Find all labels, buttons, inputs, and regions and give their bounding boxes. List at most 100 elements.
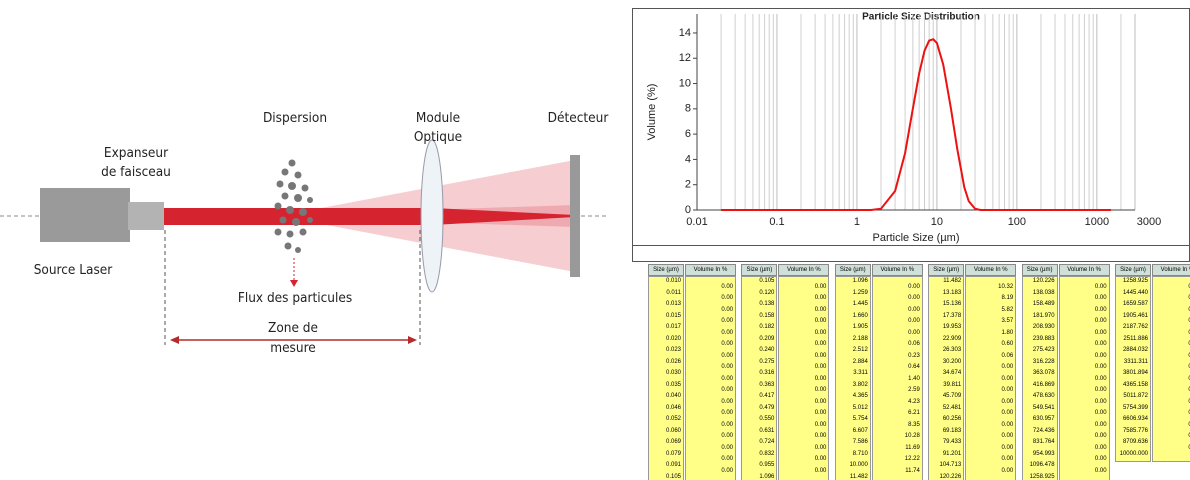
size-cell: 120.226: [1032, 278, 1055, 284]
volume-cell: 0.00: [721, 387, 733, 394]
volume-cell: 0.00: [1152, 293, 1190, 303]
volume-column-bg: [965, 276, 1017, 480]
y-tick-label: 4: [685, 153, 691, 165]
size-cell: 1.259: [852, 289, 868, 296]
volume-cell: 10.28: [904, 433, 920, 440]
size-column-bg: [928, 276, 965, 480]
size-cell: 0.550: [759, 416, 775, 422]
size-cell: 0.026: [665, 358, 681, 365]
volume-cell: 0.64: [908, 364, 920, 371]
volume-cell: 0.00: [721, 456, 733, 463]
size-cell: 5011.872: [1123, 393, 1148, 399]
table-header: Size (µm): [648, 264, 684, 276]
size-cell: 831.764: [1032, 439, 1055, 445]
size-column-bg: [1115, 276, 1151, 462]
volume-cell: 0.00: [1094, 421, 1107, 428]
size-cell: 2.884: [852, 358, 868, 365]
volume-cell: 11.74: [905, 467, 920, 474]
table-block: Size (µm) Volume In % 0.105 0.120 0.138 0.158…: [741, 264, 830, 480]
size-column-bg: [834, 276, 871, 480]
x-tick-label: 1: [854, 216, 860, 228]
x-tick-label: 0.1: [769, 216, 784, 228]
size-cell: 4365.158: [1122, 381, 1148, 388]
table-header: Volume In %: [871, 264, 923, 276]
y-tick-label: 2: [685, 179, 691, 191]
volume-cell: 0.00: [1152, 282, 1190, 292]
size-cell: 0.013: [665, 301, 681, 307]
volume-cell: 0.00: [1094, 352, 1107, 359]
volume-cell: 0.00: [1094, 341, 1107, 348]
size-cell: 1445.440: [1122, 289, 1148, 296]
volume-cell: 0.00: [1001, 398, 1014, 405]
size-cell: 5.012: [852, 404, 868, 411]
size-cell: 7.586: [852, 439, 868, 445]
volume-cell: 11.69: [905, 444, 920, 451]
chart-title: Particle Size Distribution: [862, 12, 980, 23]
volume-cell: 0.06: [1001, 352, 1014, 359]
volume-cell: 0.00: [908, 283, 920, 290]
volume-cell: 0.00: [721, 295, 733, 302]
y-tick-label: 14: [679, 27, 691, 39]
volume-cell: 0.00: [814, 433, 827, 440]
table-header: Volume In %: [1058, 264, 1110, 276]
size-cell: 478.630: [1032, 393, 1055, 399]
size-cell: 0.046: [665, 404, 681, 411]
size-cell: 0.010: [665, 278, 681, 284]
zone-arrow-head: [408, 336, 417, 344]
size-column-bg: [1021, 276, 1058, 480]
volume-cell: 0.00: [814, 295, 827, 302]
volume-cell: 0.00: [1094, 433, 1107, 440]
size-cell: 11.482: [849, 473, 868, 480]
particles: [274, 159, 313, 253]
size-cell: 416.869: [1032, 381, 1055, 388]
size-cell: 954.993: [1032, 450, 1055, 457]
volume-cell: 5.82: [1001, 306, 1014, 313]
volume-cell: 0.00: [1094, 306, 1107, 313]
size-cell: 2187.762: [1122, 324, 1148, 330]
size-cell: 630.957: [1032, 416, 1055, 422]
label-expander: Expanseur: [104, 145, 168, 161]
laser-beam: [163, 208, 433, 225]
chart: Particle Size Distribution Volume (%) Pa…: [632, 8, 1190, 262]
label-optics: Module: [416, 110, 460, 126]
volume-cell: 1.80: [1001, 329, 1014, 336]
table-block: Size (µm) Volume In % 11.482 13.183 15.136 17…: [928, 264, 1017, 480]
volume-cell: 0.00: [814, 306, 827, 313]
volume-cell: 0.00: [1094, 295, 1107, 302]
volume-column-bg: [1152, 276, 1190, 462]
size-cell: 1.096: [759, 473, 775, 480]
size-cell: 3801.894: [1122, 370, 1148, 376]
size-cell: 52.481: [942, 404, 962, 411]
size-cell: 0.015: [665, 312, 681, 319]
size-cell: 1659.587: [1122, 301, 1148, 307]
size-cell: 208.930: [1032, 324, 1055, 330]
beam-expander: [128, 202, 164, 230]
volume-cell: 0.00: [721, 467, 733, 474]
y-tick-label: 8: [685, 103, 691, 115]
volume-column-bg: [685, 276, 736, 480]
volume-cell: 0.00: [814, 387, 827, 394]
volume-cell: 0.00: [814, 444, 827, 451]
table-header: Size (µm): [1021, 264, 1058, 276]
size-cell: 3.802: [852, 381, 868, 388]
size-cell: 6606.934: [1122, 416, 1148, 422]
size-cell: 0.479: [759, 404, 775, 411]
size-cell: 138.038: [1032, 289, 1055, 296]
volume-cell: 0.00: [1152, 339, 1190, 349]
volume-cell: 0.00: [1094, 467, 1107, 474]
table-block: Size (µm) Volume In % 0.010 0.011 0.013 0.015…: [648, 264, 736, 480]
table-block: Size (µm) Volume In % 1.096 1.259 1.445 1.660…: [834, 264, 923, 480]
size-cell: 363.078: [1032, 370, 1055, 376]
size-cell: 549.541: [1032, 404, 1055, 411]
volume-cell: 0.00: [721, 375, 733, 382]
size-cell: 11.482: [943, 278, 962, 284]
x-tick-label: 0.01: [686, 216, 707, 228]
size-cell: 0.079: [665, 450, 681, 457]
size-column-bg: [648, 276, 684, 480]
table-header: Volume In %: [1152, 264, 1190, 276]
size-cell: 45.709: [942, 393, 962, 399]
volume-cell: 0.00: [1152, 420, 1190, 430]
size-cell: 1.096: [852, 278, 868, 284]
volume-cell: 6.21: [908, 410, 920, 417]
size-cell: 158.489: [1032, 301, 1055, 307]
